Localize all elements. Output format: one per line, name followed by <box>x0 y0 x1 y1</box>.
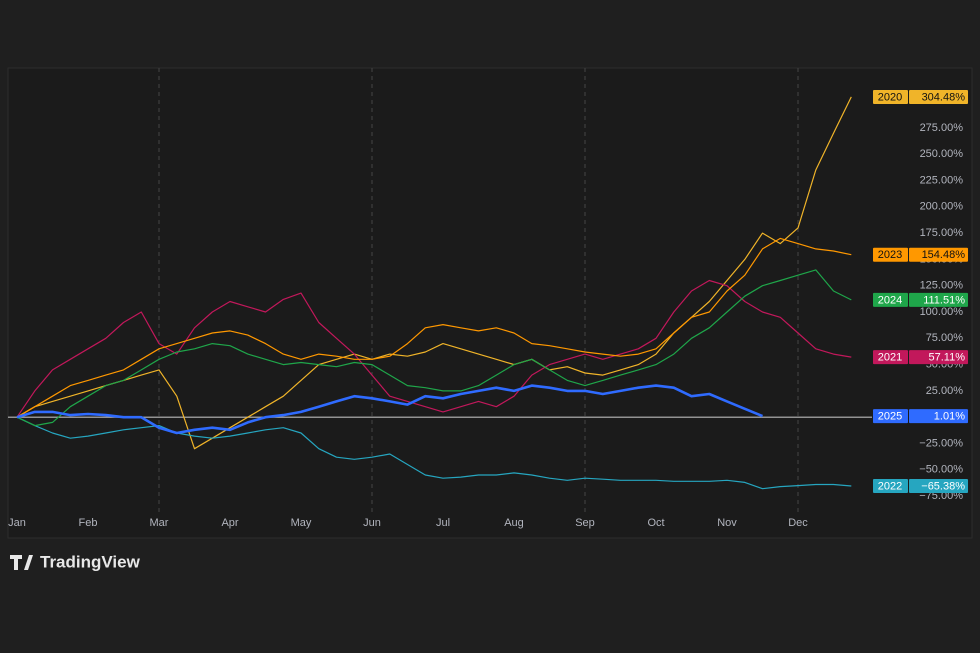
y-tick-label: 275.00% <box>920 122 964 134</box>
x-tick-label: Feb <box>79 517 98 529</box>
x-tick-label: Aug <box>504 517 524 529</box>
y-tick-label: −50.00% <box>919 464 963 476</box>
x-tick-label: Oct <box>647 517 664 529</box>
x-tick-label: Dec <box>788 517 808 529</box>
watermark: TradingView <box>40 552 141 571</box>
y-tick-label: −75.00% <box>919 490 963 502</box>
y-tick-label: 175.00% <box>920 227 964 239</box>
x-tick-label: Jan <box>8 517 26 529</box>
legend-label: 2023 <box>878 249 902 261</box>
badge-name-bg <box>873 409 908 424</box>
legend-label: 2024 <box>878 294 902 306</box>
y-tick-label: 225.00% <box>920 174 964 186</box>
badge-name-bg <box>873 292 908 307</box>
badge-name-bg <box>873 89 908 104</box>
badge-value-bg <box>909 350 968 365</box>
x-tick-label: Jul <box>436 517 450 529</box>
value-label: 154.48% <box>922 249 966 261</box>
logo: TradingView <box>10 552 141 571</box>
x-tick-label: Apr <box>221 517 238 529</box>
series-line <box>16 279 852 418</box>
x-tick-label: May <box>291 517 312 529</box>
badge-name-bg <box>873 247 908 262</box>
series-line <box>16 237 852 418</box>
legend-label: 2020 <box>878 91 902 103</box>
x-tick-label: Jun <box>363 517 381 529</box>
y-tick-label: 125.00% <box>920 280 964 292</box>
y-tick-label: −25.00% <box>919 437 963 449</box>
y-tick-label: 25.00% <box>926 385 964 397</box>
value-label: 57.11% <box>929 352 966 364</box>
value-label: 304.48% <box>922 91 966 103</box>
y-tick-label: 75.00% <box>926 332 964 344</box>
badge-value-bg <box>909 409 968 424</box>
badge-value-bg <box>909 89 968 104</box>
legend-label: 2022 <box>878 480 902 492</box>
series-line <box>16 96 852 450</box>
legend-label: 2025 <box>878 411 902 423</box>
logo-mark <box>10 555 33 570</box>
y-tick-label: 100.00% <box>920 306 964 318</box>
badge-value-bg <box>909 292 968 307</box>
x-tick-label: Nov <box>717 517 737 529</box>
series-line <box>16 384 763 435</box>
y-tick-label: 250.00% <box>920 148 964 160</box>
badge-value-bg <box>909 478 968 493</box>
plot-frame <box>7 67 973 539</box>
x-tick-label: Mar <box>150 517 169 529</box>
value-label: −65.38% <box>921 480 965 492</box>
badge-value-bg <box>909 247 968 262</box>
series-line <box>16 269 852 427</box>
value-label: 111.51% <box>923 294 965 306</box>
value-label: 1.01% <box>934 411 965 423</box>
legend-label: 2021 <box>878 352 902 364</box>
y-tick-label: 200.00% <box>920 201 964 213</box>
badge-name-bg <box>873 350 908 365</box>
x-tick-label: Sep <box>575 517 595 529</box>
badge-name-bg <box>873 478 908 493</box>
